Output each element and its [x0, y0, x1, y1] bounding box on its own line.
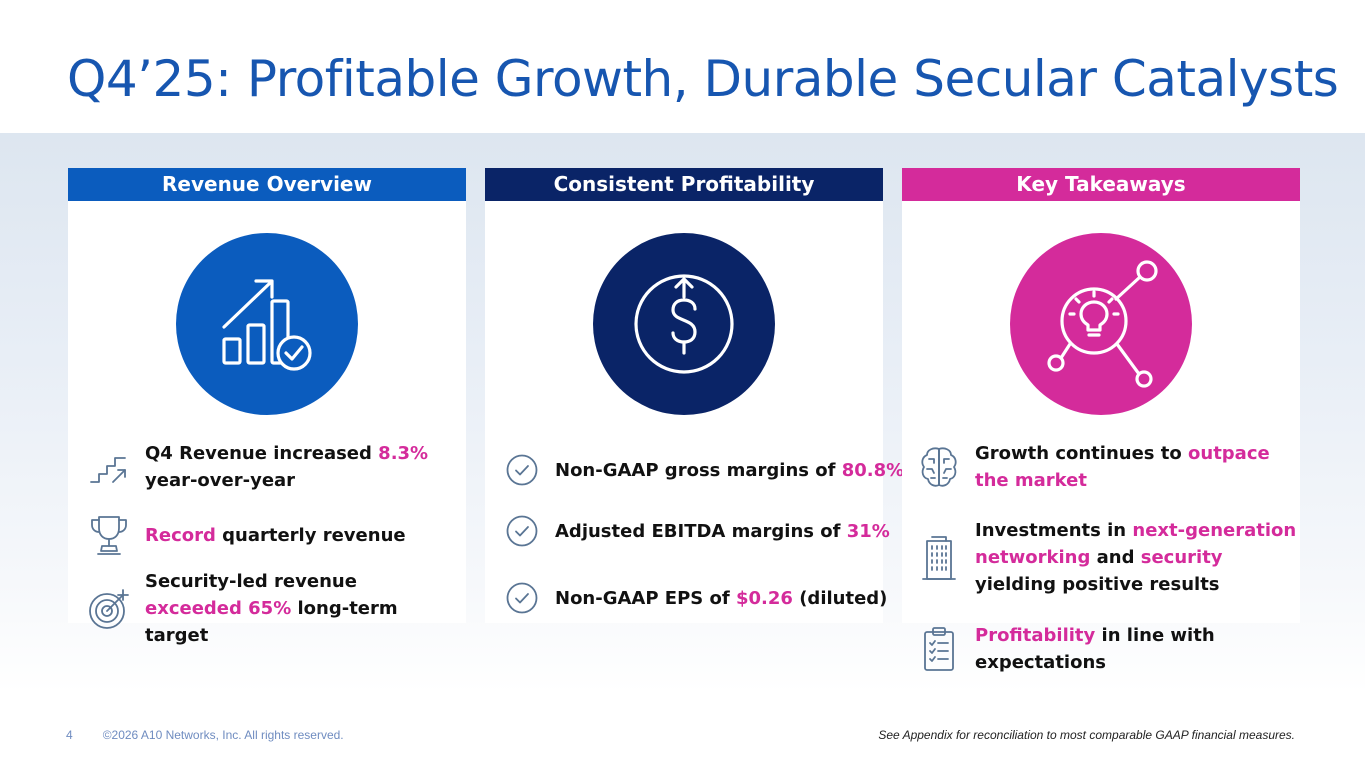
- bar-chart-growth-check-icon: [176, 233, 358, 415]
- brain-circuit-icon: [918, 445, 960, 489]
- takeaway-item-3-text: Profitability in line with expectations: [975, 625, 1215, 673]
- key-takeaways-panel: Key Takeaways Growth continues to outpac…: [902, 168, 1300, 673]
- footer-left: 4 ©2026 A10 Networks, Inc. All rights res…: [66, 728, 344, 742]
- target-icon: [84, 588, 134, 630]
- clipboard-checklist-icon: [918, 626, 960, 672]
- profit-item-1: Non-GAAP gross margins of 80.8%: [505, 454, 904, 486]
- trophy-icon: [84, 514, 134, 556]
- dollar-up-icon: [593, 233, 775, 415]
- copyright: ©2026 A10 Networks, Inc. All rights rese…: [102, 728, 344, 742]
- revenue-item-1: Q4 Revenue increased 8.3% year-over-year: [84, 440, 454, 494]
- profit-item-2-text: Adjusted EBITDA margins of 31%: [555, 520, 890, 542]
- page-title: Q4’25: Profitable Growth, Durable Secula…: [67, 50, 1339, 108]
- takeaway-item-3: Profitability in line with expectations: [918, 622, 1300, 676]
- stairs-arrow-icon: [84, 449, 134, 485]
- profit-item-1-text: Non-GAAP gross margins of 80.8%: [555, 459, 905, 481]
- revenue-overview-header: Revenue Overview: [68, 168, 466, 201]
- revenue-item-3-text: Security-led revenue exceeded 65% long-t…: [145, 571, 398, 646]
- consistent-profitability-header: Consistent Profitability: [485, 168, 883, 201]
- takeaway-item-2-text: Investments in next-generation networkin…: [975, 520, 1297, 595]
- check-circle-icon: [505, 454, 539, 486]
- page-number: 4: [66, 728, 73, 742]
- revenue-overview-panel: Revenue Overview Q4 Revenue increased 8.…: [68, 168, 466, 646]
- footnote: See Appendix for reconciliation to most …: [878, 728, 1295, 742]
- title-band: Q4’25: Profitable Growth, Durable Secula…: [0, 0, 1365, 133]
- revenue-item-3: Security-led revenue exceeded 65% long-t…: [84, 568, 454, 649]
- key-takeaways-header: Key Takeaways: [902, 168, 1300, 201]
- revenue-item-2-text: Record quarterly revenue: [145, 524, 406, 546]
- takeaway-item-1: Growth continues to outpace the market: [918, 440, 1300, 494]
- revenue-item-1-text: Q4 Revenue increased 8.3% year-over-year: [145, 443, 429, 491]
- check-circle-icon: [505, 515, 539, 547]
- takeaway-item-2: Investments in next-generation networkin…: [918, 517, 1300, 598]
- building-icon: [918, 535, 960, 581]
- consistent-profitability-panel: Consistent Profitability Non-GAAP gross …: [485, 168, 904, 623]
- takeaway-item-1-text: Growth continues to outpace the market: [975, 443, 1270, 491]
- check-circle-icon: [505, 582, 539, 614]
- profit-item-3: Non-GAAP EPS of $0.26 (diluted): [505, 582, 887, 614]
- lightbulb-network-icon: [1010, 233, 1192, 415]
- profit-item-3-text: Non-GAAP EPS of $0.26 (diluted): [555, 587, 888, 609]
- profit-item-2: Adjusted EBITDA margins of 31%: [505, 515, 890, 547]
- revenue-item-2: Record quarterly revenue: [84, 514, 454, 556]
